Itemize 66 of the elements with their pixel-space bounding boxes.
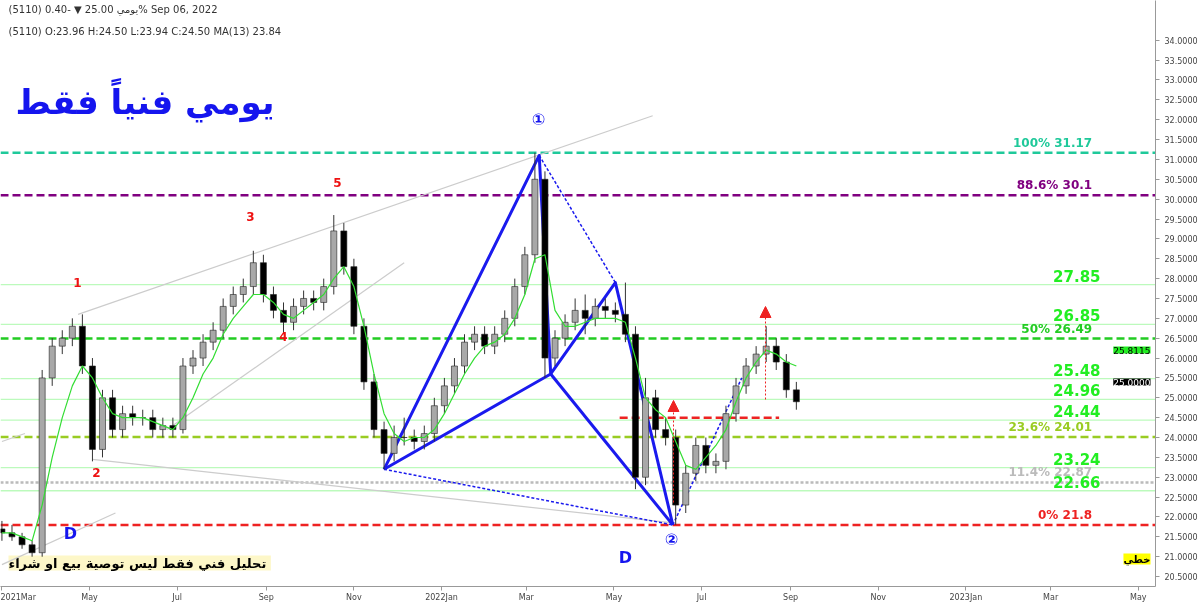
ref-line-label: 24.44 xyxy=(1053,403,1101,422)
annotation: D xyxy=(618,547,633,567)
x-tick-label: Sep xyxy=(258,592,274,602)
annotation: 25.8115 xyxy=(1113,345,1151,356)
x-tick-label: 2022Jan xyxy=(425,592,458,602)
y-tick-label: 30.5000 xyxy=(1164,175,1198,185)
annotation: خطي xyxy=(1123,553,1151,566)
x-tick-label: Jul xyxy=(171,592,183,602)
x-tick-label: 2023Jan xyxy=(949,592,983,602)
annotation: ② xyxy=(664,529,679,549)
x-tick-label: Mar xyxy=(1043,592,1059,602)
y-tick-label: 30.0000 xyxy=(1164,195,1198,205)
y-tick-label: 25.5000 xyxy=(1164,374,1198,384)
y-tick-label: 23.0000 xyxy=(1164,473,1198,483)
ref-line-label: 27.85 xyxy=(1053,267,1101,286)
chart-subtitle: (5110) يومي 25.00 ▼ -0.40% Sep 06, 2022 xyxy=(8,3,218,16)
x-tick-label: May xyxy=(605,592,623,602)
y-tick-label: 27.5000 xyxy=(1164,294,1198,304)
x-tick-label: May xyxy=(81,592,99,602)
y-tick-label: 26.0000 xyxy=(1164,354,1198,364)
ref-line-label: 100% 31.17 xyxy=(1012,135,1093,150)
ref-line-label: 25.48 xyxy=(1053,361,1101,380)
y-tick-label: 29.0000 xyxy=(1164,235,1198,245)
y-tick-label: 24.5000 xyxy=(1164,414,1198,424)
ref-line-label: 50% 26.49 xyxy=(1021,321,1093,336)
y-tick-label: 20.5000 xyxy=(1164,573,1198,583)
y-tick-label: 21.0000 xyxy=(1164,553,1198,563)
y-tick-label: 32.0000 xyxy=(1164,116,1198,126)
y-tick-label: 23.5000 xyxy=(1164,453,1198,463)
x-tick-label: Jul xyxy=(695,592,707,602)
ref-line-label: 24.96 xyxy=(1053,382,1101,401)
x-tick-label: 2021Mar xyxy=(0,592,37,602)
annotation: تحليل فني فقط ليس توصية بيع او شراء xyxy=(8,555,267,571)
annotation: 25.0000 xyxy=(1113,377,1151,388)
x-tick-label: Sep xyxy=(783,592,799,602)
y-tick-label: 21.5000 xyxy=(1164,533,1198,543)
y-tick-label: 24.0000 xyxy=(1164,434,1198,444)
y-tick-label: 25.0000 xyxy=(1164,394,1198,404)
y-tick-label: 22.5000 xyxy=(1164,493,1198,503)
y-tick-label: 28.0000 xyxy=(1164,275,1198,285)
y-tick-label: 33.0000 xyxy=(1164,76,1198,86)
x-tick-label: Nov xyxy=(870,592,887,602)
y-tick-label: 27.0000 xyxy=(1164,314,1198,324)
annotation: ① xyxy=(531,109,546,129)
y-tick-label: 22.0000 xyxy=(1164,513,1198,523)
y-tick-label: 32.5000 xyxy=(1164,96,1198,106)
annotation: 1 xyxy=(73,275,82,290)
y-tick-label: 31.5000 xyxy=(1164,136,1198,146)
annotation: 3 xyxy=(246,209,255,224)
ref-line-label: 0% 21.8 xyxy=(1037,507,1093,522)
y-tick-label: 34.0000 xyxy=(1164,36,1198,46)
annotation: (5110) O:23.96 H:24.50 L:23.94 C:24.50 MA(13) 23.84 xyxy=(8,25,282,37)
y-tick-label: 26.5000 xyxy=(1164,334,1198,344)
annotation: 5 xyxy=(333,175,342,190)
y-tick-label: 29.5000 xyxy=(1164,215,1198,225)
annotation: D xyxy=(63,523,78,543)
x-tick-label: May xyxy=(1129,592,1147,602)
y-tick-label: 28.5000 xyxy=(1164,255,1198,265)
ref-line-label: 88.6% 30.1 xyxy=(1016,178,1093,193)
text: يومي فنياً فقط xyxy=(15,77,275,123)
y-tick-label: 33.5000 xyxy=(1164,56,1198,66)
x-tick-label: Nov xyxy=(346,592,362,602)
x-tick-label: Mar xyxy=(518,592,535,602)
annotation: 2 xyxy=(92,465,101,480)
ref-line-label: 23.6% 24.01 xyxy=(1008,420,1093,435)
y-tick-label: 31.0000 xyxy=(1164,155,1198,165)
